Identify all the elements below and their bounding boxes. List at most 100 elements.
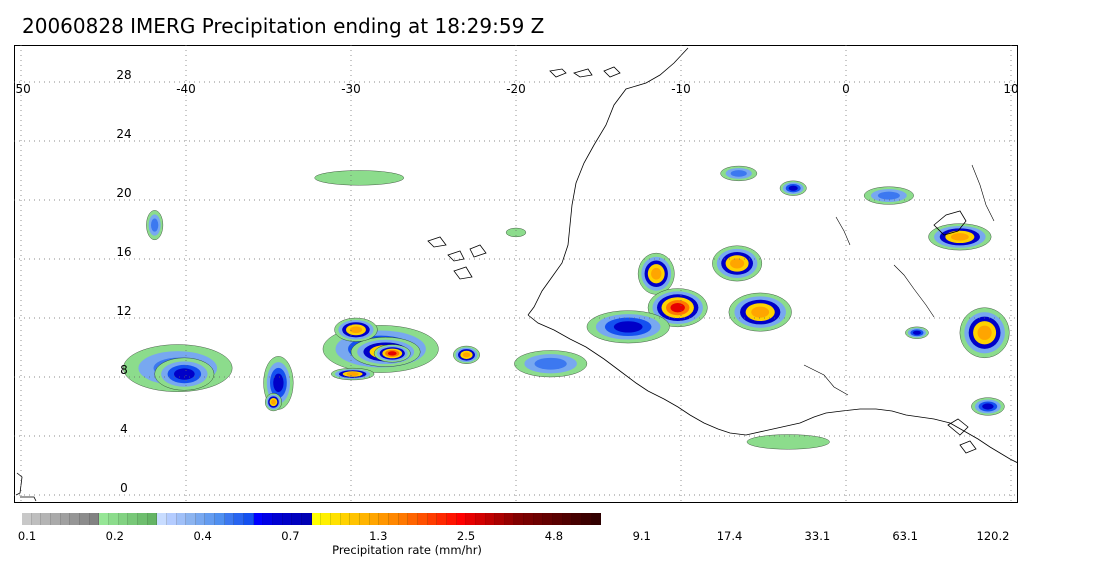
colorbar-swatch [137,513,148,525]
colorbar-swatch [504,513,515,525]
precipitation-cell [613,321,643,333]
precipitation-cell [788,185,798,191]
colorbar-swatch [466,513,476,525]
precipitation-cell [271,399,276,405]
precipitation-cell [346,372,359,377]
colorbar-swatch [128,513,138,525]
colorbar [22,513,602,525]
latitude-label: 24 [116,127,131,141]
precipitation-cell [730,170,747,177]
precipitation-cell [349,326,363,334]
precipitation-cell [174,368,195,380]
precipitation-cell [534,357,567,370]
colorbar-swatch [408,513,418,525]
colorbar-label: 2.5 [456,529,476,543]
colorbar-label: 1.3 [369,529,388,543]
colorbar-title: Precipitation rate (mm/hr) [332,543,482,557]
precipitation-cell [273,373,284,393]
colorbar-swatch [22,513,32,525]
precipitation-cell [462,352,471,358]
latitude-label: 12 [116,304,131,318]
colorbar-swatch [475,513,486,525]
colorbar-swatch [495,513,505,525]
precipitation-cell [150,218,159,232]
colorbar-swatch [89,513,100,525]
colorbar-swatch [215,513,225,525]
precipitation-cell [950,233,969,241]
precipitation-map: -50 -40 -30 -20 -10 0 10 28 24 20 16 12 8 4 0 [14,45,1018,503]
colorbar-swatch [31,513,42,525]
latitude-label: 0 [120,481,128,495]
precipitation-cell [877,191,900,200]
colorbar-swatch [195,513,206,525]
precipitation-cell [505,227,527,238]
colorbar-swatch [205,513,216,525]
colorbar-swatch [176,513,187,525]
map-frame [14,45,1018,503]
precipitation-cell [314,170,404,186]
longitude-label: -30 [341,82,361,96]
colorbar-swatch [41,513,51,525]
colorbar-swatch [456,513,467,525]
colorbar-swatch [331,513,341,525]
coastline-africa [527,47,1018,464]
colorbar-swatch [543,513,554,525]
colorbar-swatch [533,513,544,525]
longitude-label: -10 [671,82,691,96]
colorbar-label: 63.1 [892,529,918,543]
longitude-label: 0 [842,82,850,96]
colorbar-swatch [282,513,293,525]
latitude-label: 4 [120,422,128,436]
colorbar-label: 0.7 [281,529,300,543]
colorbar-swatch [186,513,196,525]
colorbar-swatch [273,513,283,525]
colorbar-swatch [108,513,119,525]
colorbar-label: 0.2 [105,529,124,543]
colorbar-swatch [157,513,167,525]
grid-lines [14,45,1018,503]
colorbar-swatch [379,513,389,525]
longitude-label: -20 [506,82,526,96]
colorbar-swatch [302,513,312,525]
colorbar-swatch [359,513,370,525]
longitude-label: -40 [176,82,196,96]
colorbar-swatch [253,513,264,525]
latitude-label: 8 [120,363,128,377]
latitude-label: 28 [116,68,131,82]
colorbar-swatch [50,513,61,525]
precipitation-cell [977,325,992,340]
precipitation-cell [651,267,662,280]
colorbar-label: 17.4 [716,529,743,543]
longitude-label: 10 [1003,82,1018,96]
colorbar-label: 120.2 [976,529,1010,543]
colorbar-swatch [147,513,158,525]
colorbar-swatch [417,513,428,525]
rivers-lakes [803,164,995,396]
colorbar-swatch [369,513,380,525]
precipitation-cell [670,303,685,313]
colorbar-swatch [388,513,399,525]
colorbar-swatch [99,513,109,525]
precipitation-cell [912,330,921,335]
colorbar-swatch [79,513,90,525]
precipitation-cell [751,306,770,318]
colorbar-swatch [60,513,71,525]
latitude-labels: 28 24 20 16 12 8 4 0 [116,68,131,495]
latitude-label: 16 [116,245,131,259]
precipitation-cell [730,258,745,269]
colorbar-swatch [321,513,331,525]
colorbar-swatch [166,513,177,525]
colorbar-swatch [70,513,80,525]
precipitation-layer [123,165,1010,450]
colorbar-swatch [224,513,235,525]
latitude-label: 20 [116,186,131,200]
colorbar-swatch [485,513,496,525]
colorbar-swatch [427,513,438,525]
colorbar-label: 9.1 [632,529,651,543]
precipitation-cell [746,434,830,450]
colorbar-swatch [553,513,563,525]
longitude-label: -50 [14,82,31,96]
colorbar-swatch [263,513,274,525]
colorbar-swatch [234,513,245,525]
colorbar-swatch [514,513,525,525]
